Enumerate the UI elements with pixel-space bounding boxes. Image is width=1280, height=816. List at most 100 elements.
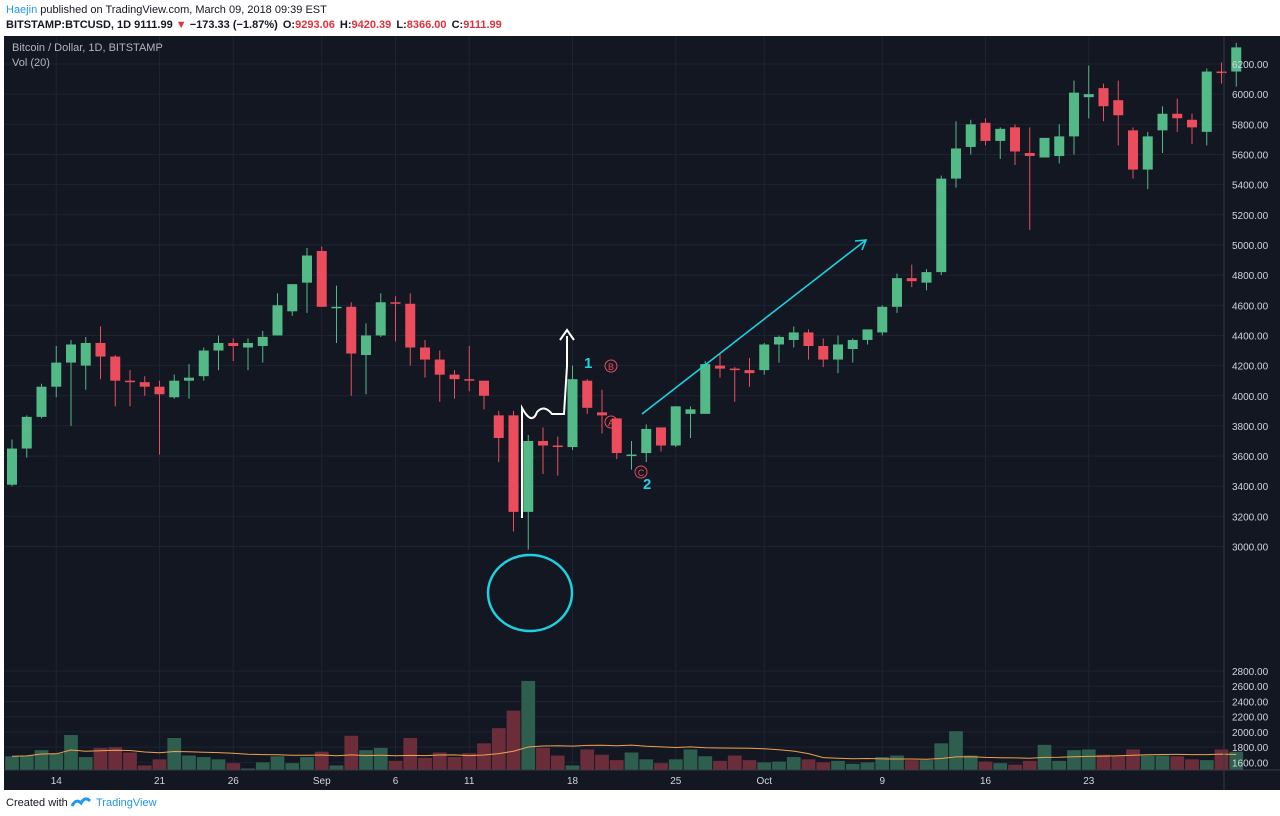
volume-bar	[49, 753, 64, 770]
volume-bar	[1052, 760, 1067, 770]
volume-bar	[875, 757, 890, 770]
candle-body	[995, 128, 1006, 141]
volume-bar	[890, 755, 904, 770]
volume-bar	[388, 760, 403, 770]
x-tick-label: 21	[154, 776, 166, 787]
volume-bar	[595, 754, 609, 770]
volume-bar	[668, 759, 683, 770]
x-tick-label: 11	[464, 776, 475, 787]
volume-bar	[108, 747, 123, 770]
volume-bar	[845, 763, 860, 770]
candle-body	[670, 406, 681, 446]
candle-body	[198, 350, 209, 377]
candle-body	[1098, 88, 1109, 107]
candle-body	[390, 302, 401, 304]
wave-2-label: 2	[643, 476, 651, 493]
y-tick-label: 5600.00	[1232, 150, 1269, 161]
y-tick-label: 4200.00	[1232, 362, 1269, 373]
volume-bar	[550, 755, 565, 770]
candle-body	[892, 278, 902, 307]
volume-bar	[1126, 749, 1140, 770]
y-tick-label: 3000.00	[1232, 543, 1269, 554]
candle-body	[139, 382, 150, 387]
candle-body	[434, 359, 445, 375]
volume-bar	[462, 753, 477, 770]
candle-body	[80, 342, 91, 366]
volume-bar	[152, 759, 167, 770]
candle-body	[729, 368, 740, 371]
footer: Created with TradingView	[0, 790, 1280, 816]
chart-area[interactable]: 3000.00 3200.00 3400.00 3600.00 3800.00 4000.…	[4, 36, 1280, 792]
y-tick-label: 3400.00	[1232, 482, 1269, 493]
volume-bar	[609, 760, 624, 770]
price-chart[interactable]: 3000.00 3200.00 3400.00 3600.00 3800.00 4000.…	[4, 36, 1280, 792]
volume-bar	[373, 747, 388, 770]
volume-bar	[78, 757, 93, 770]
candle-body	[567, 379, 578, 448]
volume-bar	[816, 762, 831, 770]
publish-text: published on TradingView.com, March 09, …	[40, 4, 327, 16]
volume-bar	[654, 763, 668, 770]
high-value: 9420.39	[351, 19, 392, 31]
candle-body	[346, 306, 357, 354]
candle-body	[228, 342, 239, 346]
volume-bar	[1111, 755, 1126, 770]
candle-body	[656, 427, 666, 446]
volume-bar	[167, 738, 182, 770]
candle-body	[66, 344, 76, 363]
chart-legend-title: Bitcoin / Dollar, 1D, BITSTAMP	[12, 42, 163, 54]
publish-info: Haejin published on TradingView.com, Mar…	[6, 4, 327, 16]
y-tick-label: 5200.00	[1232, 211, 1269, 222]
candle-body	[449, 374, 460, 380]
volume-bar	[19, 755, 34, 770]
candle-body	[213, 342, 224, 351]
volume-bar	[241, 768, 255, 770]
volume-bar	[491, 728, 506, 770]
candle-body	[1128, 130, 1138, 170]
vol-tick-label: 2800.00	[1232, 667, 1269, 678]
wave-b-marker	[604, 359, 618, 373]
volume-bar	[580, 749, 595, 770]
y-tick-label: 5400.00	[1232, 181, 1269, 192]
x-tick-label: 9	[879, 776, 885, 787]
volume-bar	[477, 743, 491, 770]
candle-body	[1113, 100, 1124, 116]
y-tick-label: 4000.00	[1232, 392, 1269, 403]
volume-bar	[1155, 755, 1170, 770]
volume-bar	[683, 749, 698, 770]
volume-bar	[536, 747, 550, 770]
candle-body	[833, 344, 843, 360]
candle-body	[7, 448, 17, 485]
volume-bar	[211, 759, 226, 770]
wave-b-label: B	[608, 362, 614, 372]
candle-body	[405, 303, 416, 348]
candle-body	[272, 305, 283, 336]
volume-bar	[506, 710, 521, 770]
candle-body	[1172, 113, 1183, 119]
volume-bar	[137, 765, 152, 770]
tradingview-link[interactable]: TradingView	[96, 797, 157, 809]
wave-a-marker	[604, 415, 618, 429]
candle-body	[302, 255, 312, 283]
author-link[interactable]: Haejin	[6, 4, 38, 16]
volume-bar	[934, 743, 949, 770]
x-tick-label: 18	[567, 776, 579, 787]
volume-bar	[255, 762, 270, 770]
candle-body	[95, 342, 106, 357]
low-value: 8366.00	[406, 19, 447, 31]
volume-bar	[285, 763, 300, 770]
volume-bar	[1096, 754, 1111, 770]
candle-body	[375, 302, 386, 336]
x-tick-label: 14	[51, 776, 63, 787]
candle-body	[1231, 47, 1242, 72]
volume-bar	[1008, 764, 1022, 770]
volume-bar	[831, 760, 845, 770]
created-with-text: Created with	[6, 797, 68, 809]
candle-body	[862, 329, 873, 340]
close-label: C:	[451, 19, 464, 31]
volume-bar	[196, 757, 211, 770]
candle-body	[626, 454, 637, 457]
candle-body	[523, 441, 534, 512]
x-tick-label: Oct	[756, 776, 772, 787]
volume-bar	[786, 757, 801, 770]
